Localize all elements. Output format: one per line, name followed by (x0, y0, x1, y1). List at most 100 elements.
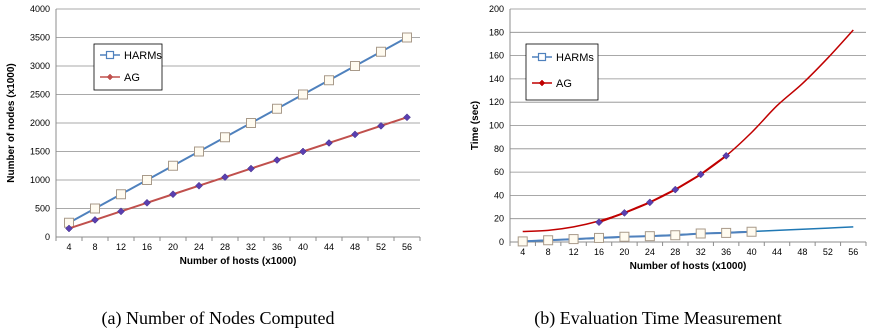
x-tick-label: 36 (272, 242, 282, 252)
data-point-harms (721, 227, 732, 238)
legend-label-ag: AG (124, 72, 140, 84)
x-tick-label: 16 (594, 247, 604, 257)
x-tick-label: 12 (116, 242, 126, 252)
data-point-harms (670, 230, 681, 241)
y-tick-label: 80 (494, 144, 504, 154)
data-point-ag (325, 139, 333, 147)
series-line-ag (68, 116, 408, 230)
x-tick-label: 40 (298, 242, 308, 252)
data-point-harms (746, 226, 757, 237)
x-tick-label: 36 (721, 247, 731, 257)
x-tick-label: 20 (168, 242, 178, 252)
data-point-ag (722, 151, 730, 160)
legend-marker-harms (105, 50, 115, 60)
legend-box (93, 43, 163, 91)
x-tick-label: 32 (696, 247, 706, 257)
x-tick-label: 56 (402, 242, 412, 252)
x-tick-label: 28 (220, 242, 230, 252)
caption-b: (b) Evaluation Time Measurement (534, 308, 781, 329)
x-axis-title: Number of hosts (x1000) (630, 261, 747, 272)
data-point-ag (351, 130, 359, 139)
data-point-harms (142, 175, 152, 185)
data-point-ag (377, 121, 385, 130)
y-tick-label: 120 (489, 97, 504, 107)
y-tick-label: 4000 (30, 4, 50, 14)
x-tick-label: 4 (520, 247, 525, 257)
x-tick-label: 48 (350, 242, 360, 252)
data-point-harms (90, 203, 100, 214)
caption-a: (a) Number of Nodes Computed (102, 308, 335, 329)
data-point-harms (695, 228, 706, 239)
data-point-ag (91, 216, 99, 224)
data-point-ag (696, 170, 705, 179)
data-point-harms (568, 234, 579, 245)
data-point-ag (595, 218, 603, 227)
series-line-harms (522, 230, 752, 243)
x-tick-label: 24 (194, 242, 204, 252)
data-point-harms (116, 189, 126, 200)
y-tick-label: 500 (35, 204, 50, 214)
y-tick-label: 140 (489, 74, 504, 84)
legend-marker-ag (106, 73, 114, 81)
data-point-ag (403, 113, 411, 122)
data-point-ag (143, 198, 151, 207)
y-axis-title: Time (sec) (470, 101, 481, 150)
y-tick-label: 0 (499, 237, 504, 247)
y-tick-label: 2000 (30, 118, 50, 128)
x-tick-label: 52 (376, 242, 386, 252)
data-point-harms (220, 132, 230, 143)
legend-label-harms: HARMs (124, 50, 162, 62)
x-tick-label: 12 (569, 247, 579, 257)
x-tick-label: 28 (670, 247, 680, 257)
y-tick-label: 200 (489, 4, 504, 14)
x-tick-label: 24 (645, 247, 655, 257)
y-axis-title: Number of nodes (x1000) (6, 63, 17, 182)
y-tick-label: 20 (494, 214, 504, 224)
x-tick-label: 20 (619, 247, 629, 257)
x-tick-label: 4 (66, 242, 71, 252)
data-point-harms (517, 236, 528, 247)
data-point-harms (272, 103, 282, 114)
data-point-ag (646, 198, 654, 207)
data-point-ag (169, 190, 177, 199)
x-tick-label: 16 (142, 242, 152, 252)
legend-marker-harms (537, 52, 547, 62)
x-axis-title: Number of hosts (x1000) (180, 256, 297, 267)
data-point-harms (194, 146, 204, 157)
y-tick-label: 2500 (30, 90, 50, 100)
data-point-harms (298, 89, 308, 100)
legend-label-harms: HARMs (556, 52, 594, 64)
x-tick-label: 44 (324, 242, 334, 252)
data-point-harms (246, 118, 256, 128)
x-tick-label: 8 (92, 242, 97, 252)
y-tick-label: 3000 (30, 61, 50, 71)
y-tick-label: 40 (494, 190, 504, 200)
data-point-harms (644, 231, 655, 242)
data-point-harms (376, 46, 386, 57)
data-point-harms (402, 32, 412, 43)
data-point-ag (620, 209, 629, 217)
data-point-harms (168, 160, 178, 171)
series-line-ag (598, 154, 727, 224)
y-tick-label: 100 (489, 121, 504, 131)
y-tick-label: 180 (489, 27, 504, 37)
data-point-ag (247, 164, 255, 173)
data-point-harms (350, 61, 360, 71)
data-point-ag (195, 181, 203, 190)
legend-label-ag: AG (556, 78, 572, 90)
legend-marker-ag (538, 79, 546, 87)
y-tick-label: 160 (489, 51, 504, 61)
x-tick-label: 56 (848, 247, 858, 257)
data-point-harms (543, 235, 554, 246)
data-point-ag (65, 224, 73, 233)
x-tick-label: 8 (546, 247, 551, 257)
data-point-ag (273, 156, 281, 164)
data-point-harms (594, 232, 604, 243)
x-tick-label: 44 (772, 247, 782, 257)
x-tick-label: 32 (246, 242, 256, 252)
x-tick-label: 48 (797, 247, 807, 257)
y-tick-label: 1500 (30, 147, 50, 157)
